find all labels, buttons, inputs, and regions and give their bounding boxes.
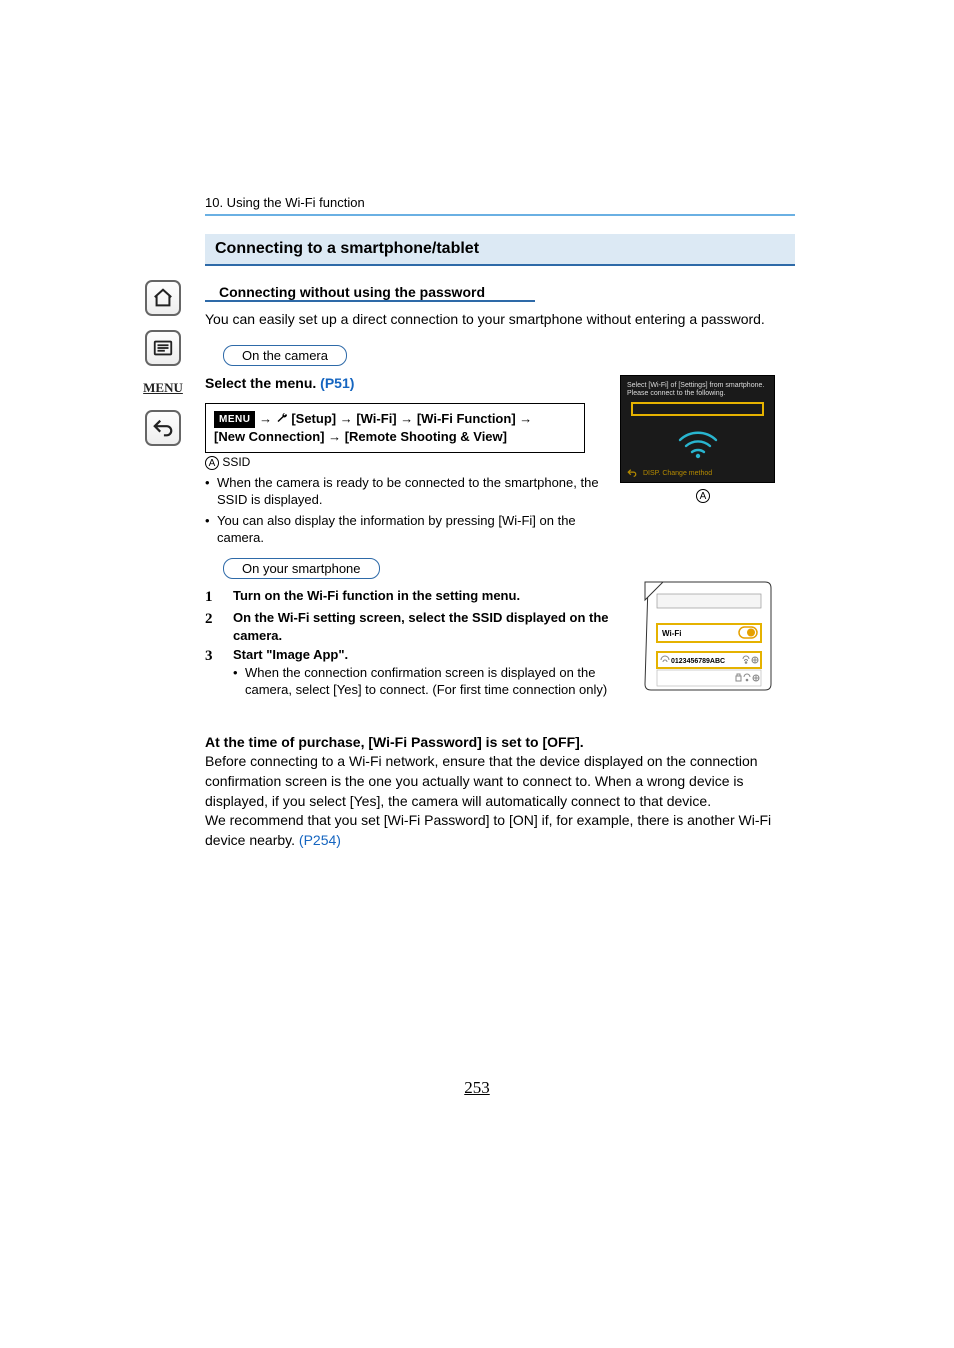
divider [205,214,795,216]
callout-a: A [696,489,710,503]
pill-on-camera: On the camera [223,345,347,366]
menu-chip: MENU [214,411,255,429]
step-number: 2 [205,609,219,644]
menu-path-2: [New Connection] → [Remote Shooting & Vi… [214,429,507,444]
intro-text: You can easily set up a direct connectio… [205,310,795,329]
camera-bottom-row: DISP. Change method [627,468,712,478]
menu-button[interactable]: MENU [145,380,181,396]
phone-illustration: Wi-Fi 0123456789ABC [643,580,773,692]
toc-icon[interactable] [145,330,181,366]
step-number: 1 [205,587,219,607]
wrench-icon [276,411,288,429]
camera-screen-text: Select [Wi-Fi] of [Settings] from smartp… [627,382,768,398]
page-root: MENU 10. Using the Wi-Fi function Connec… [0,0,954,1348]
sidebar: MENU [145,280,193,460]
step-item: 3 Start "Image App". When the connection… [205,646,625,699]
step-sub: When the connection confirmation screen … [233,664,625,699]
step-item: 1 Turn on the Wi-Fi function in the sett… [205,587,625,607]
breadcrumb: 10. Using the Wi-Fi function [205,195,795,210]
note-block: At the time of purchase, [Wi-Fi Password… [205,733,795,851]
ssid-marker: A [205,456,219,470]
step-body: Start "Image App". When the connection c… [233,646,625,699]
wifi-icon [627,422,768,460]
step-text: Turn on the Wi-Fi function in the settin… [233,587,625,607]
step-item: 2 On the Wi-Fi setting screen, select th… [205,609,625,644]
camera-screen-illustration: Select [Wi-Fi] of [Settings] from smartp… [620,375,775,483]
camera-bottom-text: DISP. Change method [643,470,712,477]
back-icon[interactable] [145,410,181,446]
pill-on-smartphone: On your smartphone [223,558,380,579]
phone-wifi-label: Wi-Fi [662,629,681,638]
note-heading: At the time of purchase, [Wi-Fi Password… [205,733,795,753]
menu-path-box: MENU → [Setup] → [Wi-Fi] → [Wi-Fi Functi… [205,403,585,453]
ssid-label: SSID [219,455,250,469]
phone-ssid: 0123456789ABC [671,658,725,665]
sub-heading: Connecting without using the password [219,284,795,300]
p51-link[interactable]: (P51) [320,375,354,391]
step-text: On the Wi-Fi setting screen, select the … [233,609,625,644]
steps-list: 1 Turn on the Wi-Fi function in the sett… [205,587,625,699]
p254-link[interactable]: (P254) [299,832,341,848]
arrow-text: → [259,411,276,426]
content: 10. Using the Wi-Fi function Connecting … [205,195,795,850]
select-menu-label: Select the menu. [205,375,320,391]
step-text: Start "Image App". [233,646,625,664]
step-number: 3 [205,646,219,699]
bullet-item: You can also display the information by … [205,512,605,547]
section-title: Connecting to a smartphone/tablet [205,234,795,266]
note-body: Before connecting to a Wi-Fi network, en… [205,753,771,847]
home-icon[interactable] [145,280,181,316]
callout-a-letter: A [696,489,710,503]
page-number: 253 [0,1078,954,1098]
ssid-highlight-box [631,402,764,416]
bullet-item: When the camera is ready to be connected… [205,474,605,509]
camera-bullets: When the camera is ready to be connected… [205,474,605,547]
menu-path-1: [Setup] → [Wi-Fi] → [Wi-Fi Function] → [291,411,532,426]
